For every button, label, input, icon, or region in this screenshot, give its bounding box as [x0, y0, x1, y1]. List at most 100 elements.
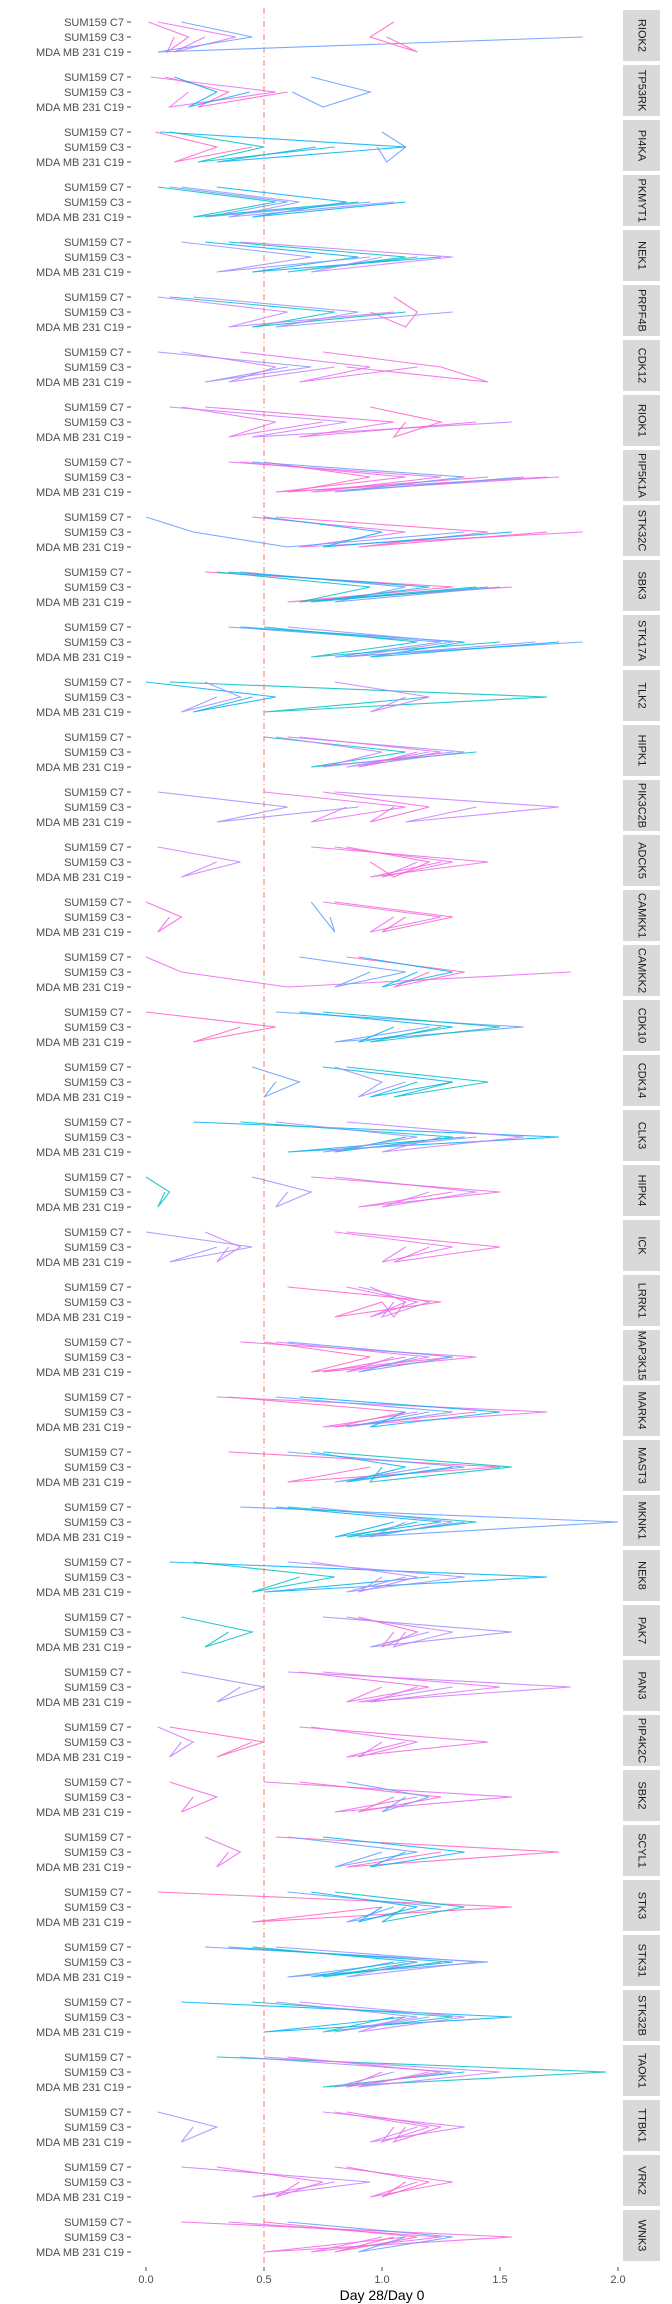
y-tick-label: SUM159 C3: [64, 1297, 124, 1309]
series-line: [169, 406, 512, 438]
facet-label: TAOK1: [636, 2053, 648, 2088]
y-tick-label: SUM159 C3: [64, 2067, 124, 2079]
x-tick-label: 1.0: [374, 2274, 389, 2286]
panel: SUM159 C7 SUM159 C3 MDA MB 231 C19 HIPK1: [36, 725, 660, 776]
y-tick-label: MDA MB 231 C19: [36, 1367, 124, 1379]
facet-strip: [623, 65, 660, 116]
y-tick-label: MDA MB 231 C19: [36, 1422, 124, 1434]
series-line: [263, 516, 512, 548]
facet-strip: [623, 1495, 660, 1546]
facet-label: RIOK1: [636, 404, 648, 437]
series-line: [263, 736, 477, 768]
y-tick-label: SUM159 C3: [64, 1187, 124, 1199]
series-line: [275, 1121, 477, 1153]
y-tick-label: MDA MB 231 C19: [36, 1862, 124, 1874]
series-line: [299, 1781, 442, 1813]
series-line: [322, 791, 430, 823]
facet-label: PRPF4B: [636, 289, 648, 332]
x-axis: 0.0 0.5 1.0 1.5 2.0: [138, 2267, 626, 2286]
panel: SUM159 C7 SUM159 C3 MDA MB 231 C19 PAN3: [36, 1660, 660, 1711]
facet-label: TP53RK: [636, 70, 648, 112]
series-line: [145, 681, 276, 713]
panel: SUM159 C7 SUM159 C3 MDA MB 231 C19 PIK3C2B: [36, 780, 660, 831]
series-line: [204, 1231, 242, 1263]
y-tick-label: SUM159 C7: [64, 677, 124, 689]
panel: SUM159 C7 SUM159 C3 MDA MB 231 C19 VRK2: [36, 2155, 660, 2206]
facet-strip: [623, 450, 660, 501]
y-tick-label: SUM159 C3: [64, 472, 124, 484]
series-line: [263, 791, 406, 823]
series-line: [240, 1506, 619, 1538]
series-line: [311, 1891, 418, 1923]
y-tick-label: SUM159 C7: [64, 1502, 124, 1514]
facet-strip: [623, 1770, 660, 1821]
panel: SUM159 C7 SUM159 C3 MDA MB 231 C19 TP53RK: [36, 65, 660, 116]
series-line: [263, 1781, 512, 1813]
y-tick-label: MDA MB 231 C19: [36, 872, 124, 884]
facet-label: CAMKK2: [636, 948, 648, 993]
y-tick-label: SUM159 C3: [64, 362, 124, 374]
facet-strip: [623, 1165, 660, 1216]
series-line: [164, 76, 288, 108]
panel: SUM159 C7 SUM159 C3 MDA MB 231 C19 ADCK5: [36, 835, 660, 886]
facet-strip: [623, 945, 660, 996]
y-tick-label: SUM159 C7: [64, 347, 124, 359]
y-tick-label: SUM159 C7: [64, 1722, 124, 1734]
series-line: [322, 1066, 453, 1098]
panel: SUM159 C7 SUM159 C3 MDA MB 231 C19 MKNK1: [36, 1495, 660, 1546]
facet-label: TLK2: [636, 682, 648, 708]
y-tick-label: MDA MB 231 C19: [36, 762, 124, 774]
facet-label: PI4KA: [636, 130, 648, 162]
y-tick-label: SUM159 C7: [64, 1997, 124, 2009]
facet-label: PAK7: [636, 1617, 648, 1644]
facet-strip: [623, 670, 660, 721]
facet-label: PAN3: [636, 1672, 648, 1700]
series-line: [299, 1396, 501, 1428]
facet-strip: [623, 2155, 660, 2206]
series-line: [299, 1671, 430, 1703]
y-tick-label: MDA MB 231 C19: [36, 1752, 124, 1764]
y-tick-label: SUM159 C7: [64, 1832, 124, 1844]
series-line: [275, 1836, 560, 1868]
series-line: [145, 1231, 253, 1263]
series-line: [311, 1561, 418, 1593]
series-line: [252, 461, 524, 493]
panel: SUM159 C7 SUM159 C3 MDA MB 231 C19 PAK7: [36, 1605, 660, 1656]
y-tick-label: MDA MB 231 C19: [36, 2192, 124, 2204]
panel: SUM159 C7 SUM159 C3 MDA MB 231 C19 STK32B: [36, 1990, 660, 2041]
facet-label: SBK2: [636, 1781, 648, 1809]
series-line: [346, 2166, 430, 2198]
series-line: [287, 626, 536, 658]
series-line: [193, 1121, 560, 1153]
panel: SUM159 C7 SUM159 C3 MDA MB 231 C19 RIOK2: [36, 10, 660, 61]
panel: SUM159 C7 SUM159 C3 MDA MB 231 C19 PIP4K2C: [36, 1715, 660, 1766]
series-line: [181, 406, 324, 438]
facet-label: STK32B: [636, 1995, 648, 2036]
series-line: [358, 1616, 420, 1648]
facet-label: CDK14: [636, 1063, 648, 1098]
panel: SUM159 C7 SUM159 C3 MDA MB 231 C19 SCYL1: [36, 1825, 660, 1876]
y-tick-label: SUM159 C7: [64, 2107, 124, 2119]
y-tick-label: SUM159 C7: [64, 2217, 124, 2229]
series-line: [228, 241, 418, 273]
y-tick-label: SUM159 C3: [64, 1682, 124, 1694]
y-tick-label: MDA MB 231 C19: [36, 707, 124, 719]
x-axis-title: Day 28/Day 0: [340, 2287, 425, 2303]
panel: SUM159 C7 SUM159 C3 MDA MB 231 C19 SBK3: [36, 560, 660, 611]
series-line: [157, 186, 359, 218]
y-tick-label: MDA MB 231 C19: [36, 2027, 124, 2039]
y-tick-label: SUM159 C7: [64, 1227, 124, 1239]
facet-strip: [623, 1110, 660, 1161]
series-line: [322, 351, 489, 383]
facet-label: STK31: [636, 1944, 648, 1978]
y-tick-label: SUM159 C7: [64, 1392, 124, 1404]
series-line: [157, 791, 359, 823]
y-tick-label: MDA MB 231 C19: [36, 2082, 124, 2094]
y-tick-label: SUM159 C3: [64, 32, 124, 44]
y-tick-label: SUM159 C3: [64, 967, 124, 979]
series-line: [240, 241, 453, 273]
facet-label: PIP4K2C: [636, 1718, 648, 1763]
panel: SUM159 C7 SUM159 C3 MDA MB 231 C19 LRRK1: [36, 1275, 660, 1326]
series-line: [252, 1066, 301, 1098]
